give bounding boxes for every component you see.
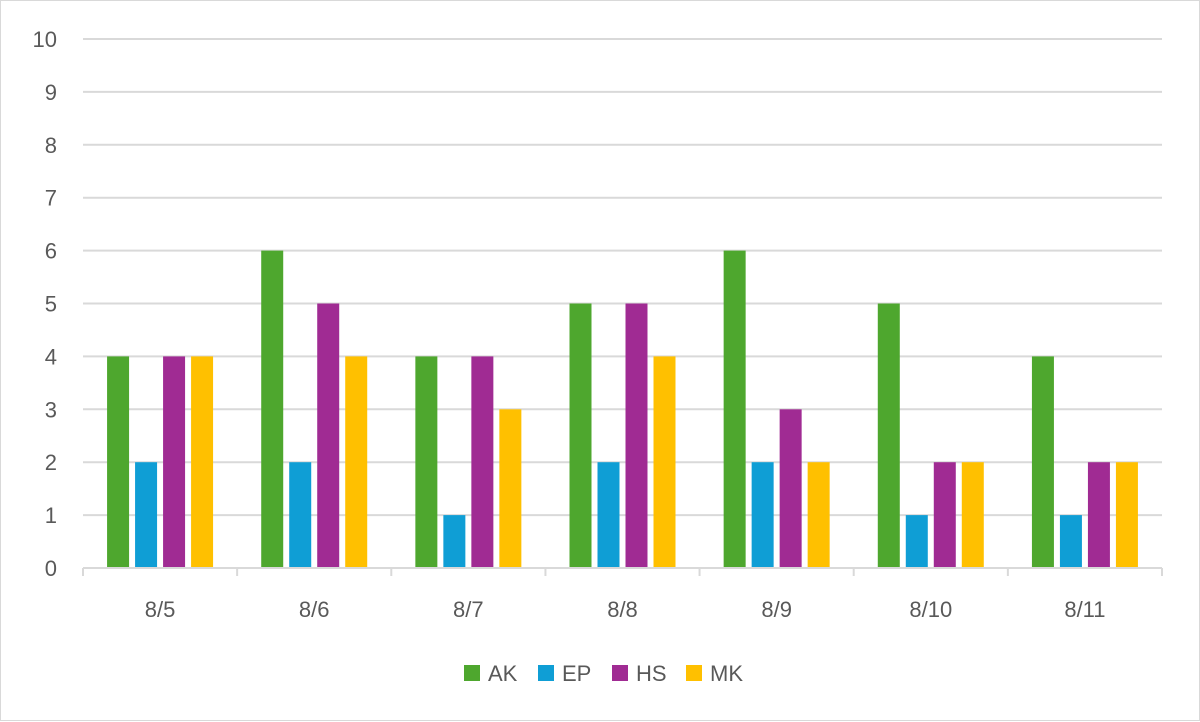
bar-ak-2 (415, 356, 438, 568)
legend: AK EP HS MK (464, 661, 743, 686)
legend-label-ep: EP (562, 661, 591, 686)
bar-ep-1 (289, 462, 312, 568)
legend-label-hs: HS (636, 661, 667, 686)
bar-hs-4 (779, 409, 802, 568)
x-tick-label: 8/11 (1064, 597, 1105, 622)
bars (107, 250, 1138, 568)
bar-ep-4 (751, 462, 774, 568)
y-tick-label: 1 (45, 503, 57, 528)
legend-swatch-ep (538, 665, 554, 681)
bar-ep-6 (1059, 515, 1082, 568)
bar-hs-3 (625, 303, 648, 568)
bar-mk-3 (653, 356, 676, 568)
bar-mk-4 (807, 462, 830, 568)
gridlines (83, 38, 1162, 517)
bar-hs-6 (1087, 462, 1110, 568)
x-tick-label: 8/8 (607, 597, 638, 622)
legend-swatch-ak (464, 665, 480, 681)
x-tick-label: 8/9 (761, 597, 792, 622)
bar-hs-0 (163, 356, 186, 568)
y-axis-tick-labels: 0 1 2 3 4 5 6 7 8 9 10 (33, 27, 57, 581)
x-tick-label: 8/7 (453, 597, 484, 622)
legend-swatch-mk (686, 665, 702, 681)
bar-hs-5 (933, 462, 956, 568)
x-tick-label: 8/6 (299, 597, 330, 622)
bar-mk-5 (961, 462, 984, 568)
y-tick-label: 5 (45, 292, 57, 317)
y-tick-label: 0 (45, 556, 57, 581)
bar-mk-1 (345, 356, 368, 568)
legend-label-mk: MK (710, 661, 743, 686)
y-tick-label: 10 (33, 27, 57, 52)
y-tick-label: 7 (45, 186, 57, 211)
y-tick-label: 8 (45, 133, 57, 158)
y-tick-label: 4 (45, 344, 57, 369)
bar-ep-2 (443, 515, 466, 568)
bar-ak-5 (877, 303, 900, 568)
x-tick-label: 8/10 (909, 597, 952, 622)
y-tick-label: 6 (45, 239, 57, 264)
bar-ak-4 (723, 250, 746, 568)
bar-mk-2 (499, 409, 522, 568)
bar-mk-6 (1115, 462, 1138, 568)
bar-ak-3 (569, 303, 592, 568)
bar-ep-5 (905, 515, 928, 568)
bar-mk-0 (191, 356, 214, 568)
bar-ak-1 (261, 250, 284, 568)
legend-swatch-hs (612, 665, 628, 681)
bar-ak-0 (107, 356, 130, 568)
bar-ep-3 (597, 462, 620, 568)
legend-label-ak: AK (488, 661, 518, 686)
x-axis: 8/5 8/6 8/7 8/8 8/9 8/10 8/11 (82, 567, 1163, 622)
y-tick-label: 3 (45, 397, 57, 422)
bar-ep-0 (135, 462, 158, 568)
x-tick-label: 8/5 (145, 597, 176, 622)
y-tick-label: 9 (45, 80, 57, 105)
bar-hs-1 (317, 303, 340, 568)
y-tick-label: 2 (45, 450, 57, 475)
bar-ak-6 (1031, 356, 1054, 568)
bar-hs-2 (471, 356, 494, 568)
